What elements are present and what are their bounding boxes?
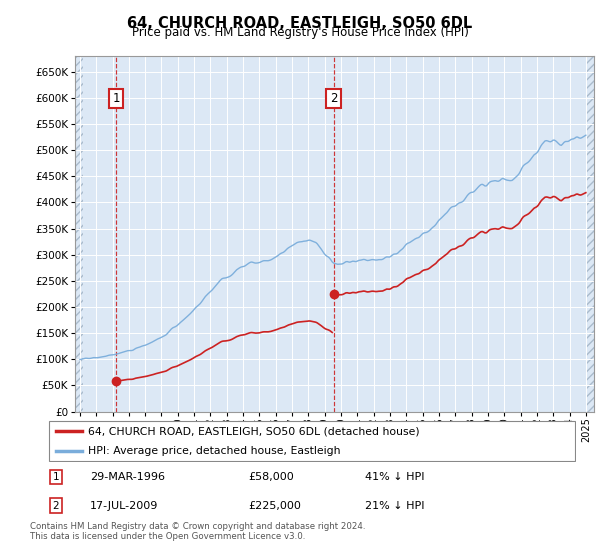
Text: £225,000: £225,000 — [248, 501, 302, 511]
Text: 2: 2 — [330, 92, 337, 105]
Text: £58,000: £58,000 — [248, 472, 295, 482]
Text: 1: 1 — [53, 472, 59, 482]
Bar — [75, 56, 83, 412]
Text: 1: 1 — [112, 92, 120, 105]
Text: Contains HM Land Registry data © Crown copyright and database right 2024.
This d: Contains HM Land Registry data © Crown c… — [30, 522, 365, 542]
Text: Price paid vs. HM Land Registry's House Price Index (HPI): Price paid vs. HM Land Registry's House … — [131, 26, 469, 39]
Text: 64, CHURCH ROAD, EASTLEIGH, SO50 6DL: 64, CHURCH ROAD, EASTLEIGH, SO50 6DL — [127, 16, 473, 31]
Text: 2: 2 — [53, 501, 59, 511]
FancyBboxPatch shape — [49, 421, 575, 461]
Text: 17-JUL-2009: 17-JUL-2009 — [90, 501, 158, 511]
Text: 41% ↓ HPI: 41% ↓ HPI — [365, 472, 424, 482]
Bar — [586, 56, 594, 412]
Text: 64, CHURCH ROAD, EASTLEIGH, SO50 6DL (detached house): 64, CHURCH ROAD, EASTLEIGH, SO50 6DL (de… — [88, 426, 419, 436]
Text: 21% ↓ HPI: 21% ↓ HPI — [365, 501, 424, 511]
Text: 29-MAR-1996: 29-MAR-1996 — [90, 472, 165, 482]
Text: HPI: Average price, detached house, Eastleigh: HPI: Average price, detached house, East… — [88, 446, 340, 456]
